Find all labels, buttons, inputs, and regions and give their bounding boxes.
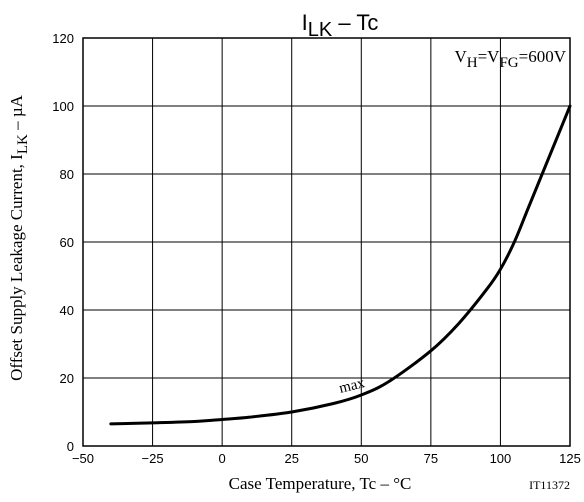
title-base: I: [302, 10, 308, 35]
y-tick-labels: 0 20 40 60 80 100 120: [52, 31, 74, 454]
x-tick-label: −50: [72, 451, 94, 466]
plot-frame: [82, 37, 571, 447]
ylabel-rest: – µA: [7, 94, 26, 134]
condition-eq2: =600V: [519, 47, 567, 66]
y-tick-label: 0: [67, 439, 74, 454]
y-axis-label: Offset Supply Leakage Current, ILK – µA: [7, 94, 31, 381]
x-axis-label: Case Temperature, Tc – °C: [229, 474, 412, 493]
y-tick-label: 80: [60, 167, 74, 182]
condition-s2: FG: [499, 55, 518, 71]
condition-v1: V: [454, 47, 467, 66]
x-tick-labels: −50 −25 0 25 50 75 100 125: [72, 451, 581, 466]
x-tick-label: 75: [424, 451, 438, 466]
y-tick-label: 40: [60, 303, 74, 318]
annotation-max: max: [338, 375, 367, 397]
x-tick-label: −25: [142, 451, 164, 466]
ylabel-sub: LK: [15, 134, 31, 154]
ylabel-base: Offset Supply Leakage Current, I: [7, 154, 26, 381]
condition-label: VH=VFG=600V: [454, 47, 566, 71]
y-tick-label: 100: [52, 99, 74, 114]
x-tick-label: 100: [490, 451, 512, 466]
chart-title: ILK – Tc: [302, 10, 379, 41]
title-rest: – Tc: [332, 10, 378, 35]
grid-lines: [82, 37, 571, 447]
x-tick-label: 0: [219, 451, 226, 466]
x-tick-label: 50: [354, 451, 368, 466]
condition-s1: H: [467, 55, 478, 71]
condition-eq1: =V: [478, 47, 501, 66]
x-tick-label: 25: [284, 451, 298, 466]
curve-group: max: [109, 104, 572, 426]
x-tick-label: 125: [559, 451, 581, 466]
series-line-max: [109, 104, 572, 426]
y-tick-label: 120: [52, 31, 74, 46]
figure-id: IT11372: [529, 478, 570, 492]
y-tick-label: 60: [60, 235, 74, 250]
y-tick-label: 20: [60, 371, 74, 386]
title-sub: LK: [308, 19, 333, 41]
